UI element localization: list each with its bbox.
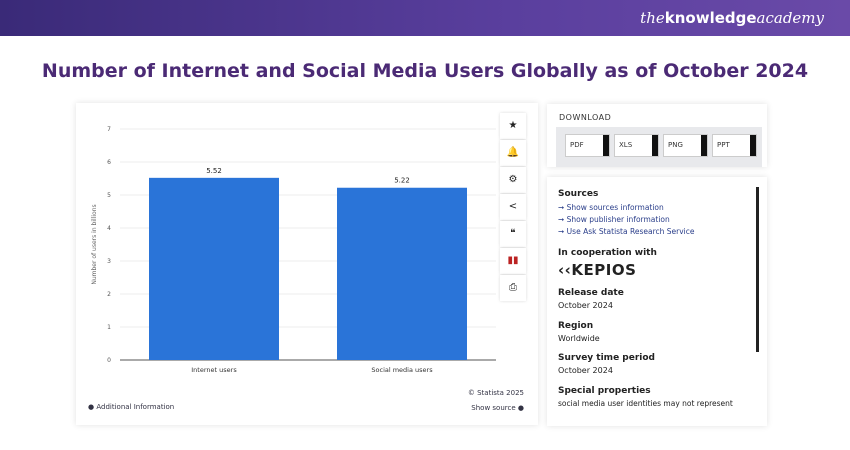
- sources-heading: Sources: [558, 189, 599, 199]
- download-heading: DOWNLOAD: [559, 113, 612, 122]
- language-flag-icon[interactable]: ▮▮: [500, 248, 526, 274]
- show-sources-link[interactable]: ➞ Show sources information: [558, 203, 664, 212]
- y-tick-label: 0: [107, 357, 111, 364]
- y-tick-label: 1: [107, 324, 111, 331]
- bell-icon[interactable]: 🔔: [500, 140, 526, 166]
- download-png-button[interactable]: PNG: [663, 134, 708, 157]
- header-bar: theknowledgeacademy: [0, 0, 850, 36]
- region-value: Worldwide: [558, 334, 600, 343]
- download-pdf-button[interactable]: PDF: [565, 134, 610, 157]
- favorite-icon[interactable]: ★: [500, 113, 526, 139]
- chart-card: 0 1 2 3 4 5 6 7 Number of users in billions 5.52 I…: [76, 103, 538, 425]
- additional-label: Additional Information: [96, 403, 175, 411]
- coop-heading: In cooperation with: [558, 248, 657, 258]
- show-source-label: Show source: [471, 404, 516, 412]
- info-panel: Sources ➞ Show sources information ➞ Sho…: [547, 177, 767, 426]
- x-tick-label: Internet users: [191, 366, 237, 374]
- special-label: Special properties: [558, 386, 651, 396]
- x-tick-label: Social media users: [371, 366, 433, 374]
- data-label: 5.52: [206, 167, 222, 175]
- download-ppt-button[interactable]: PPT: [712, 134, 757, 157]
- data-label: 5.22: [394, 177, 410, 185]
- show-publisher-link[interactable]: ➞ Show publisher information: [558, 215, 670, 224]
- cite-icon[interactable]: ❝: [500, 221, 526, 247]
- survey-value: October 2024: [558, 366, 613, 375]
- additional-information-link[interactable]: ● Additional Information: [88, 403, 175, 411]
- y-tick-label: 3: [107, 258, 111, 265]
- bar: [337, 187, 467, 360]
- copyright: © Statista 2025: [467, 389, 524, 397]
- download-xls-button[interactable]: XLS: [614, 134, 659, 157]
- bar: [149, 177, 279, 360]
- ask-statista-link[interactable]: ➞ Use Ask Statista Research Service: [558, 227, 695, 236]
- logo: theknowledgeacademy: [640, 9, 824, 27]
- y-tick-label: 2: [107, 291, 111, 298]
- y-tick-label: 4: [107, 225, 111, 232]
- settings-icon[interactable]: ⚙: [500, 167, 526, 193]
- kepios-logo: ‹‹KEPIOS: [558, 261, 637, 279]
- page-title: Number of Internet and Social Media User…: [41, 60, 809, 82]
- show-source-link[interactable]: Show source ●: [471, 404, 524, 412]
- y-axis-label: Number of users in billions: [91, 204, 98, 284]
- survey-label: Survey time period: [558, 353, 655, 363]
- download-panel: DOWNLOAD PDF XLS PNG PPT: [547, 104, 767, 167]
- region-label: Region: [558, 321, 594, 331]
- y-tick-label: 7: [107, 126, 111, 133]
- bar-chart: 0 1 2 3 4 5 6 7 Number of users in billions 5.52 I…: [91, 126, 496, 374]
- y-tick-label: 6: [107, 159, 111, 166]
- print-icon[interactable]: ⎙: [500, 275, 526, 301]
- y-tick-label: 5: [107, 192, 111, 199]
- release-value: October 2024: [558, 301, 613, 310]
- share-icon[interactable]: <: [500, 194, 526, 220]
- release-label: Release date: [558, 288, 624, 298]
- special-value: social media user identities may not rep…: [558, 399, 733, 408]
- scrollbar[interactable]: [756, 187, 759, 352]
